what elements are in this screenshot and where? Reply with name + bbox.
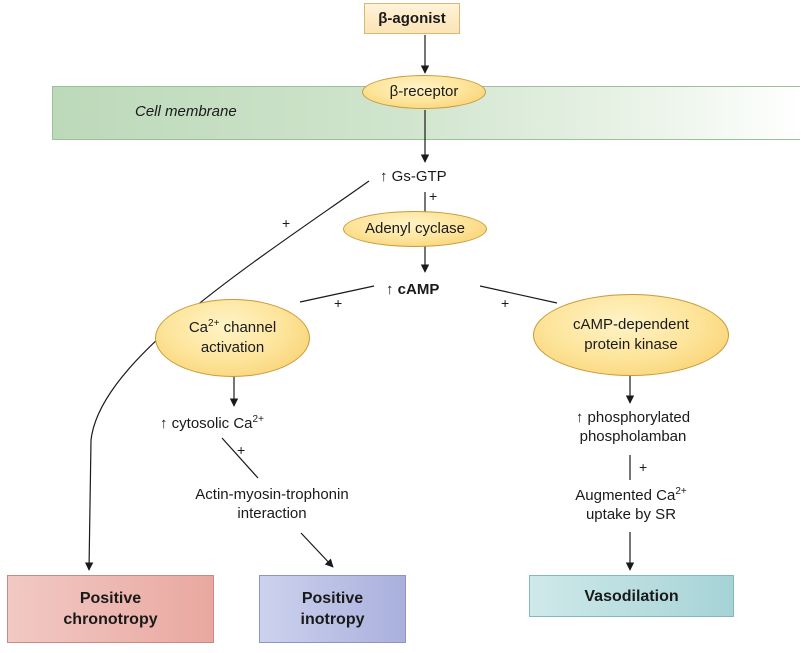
- positive-chronotropy-line1: Positive: [79, 590, 142, 607]
- plus-sign-chronotropy: +: [282, 215, 291, 231]
- augmented-uptake-text: Augmented Ca: [575, 487, 676, 504]
- adenyl-cyclase-node: Adenyl cyclase: [343, 211, 487, 247]
- line-camp-to-ca-channel: [299, 285, 375, 303]
- beta-agonist-box: β-agonist: [364, 3, 460, 34]
- ca-channel-activation-node: Ca2+ channel activation: [155, 299, 310, 377]
- ca-channel-label-text: Ca: [188, 319, 209, 336]
- pka-label: cAMP-dependent protein kinase: [573, 315, 689, 355]
- actin-myosin-line1: Actin-myosin-trophonin: [195, 486, 349, 503]
- adenyl-cyclase-label: Adenyl cyclase: [364, 220, 466, 237]
- beta-receptor-label: β-receptor: [389, 83, 459, 100]
- phospholamban-label: ↑ phosphorylated phospholamban: [560, 408, 706, 446]
- plus-sign-cytosolic: +: [237, 442, 246, 458]
- line-camp-to-pka: [479, 285, 558, 304]
- cytosolic-ca-label: ↑ cytosolic Ca2+: [160, 414, 264, 433]
- plus-sign-pka: +: [501, 295, 510, 311]
- augmented-uptake-superscript: 2+: [675, 486, 687, 497]
- cytosolic-ca-superscript: 2+: [252, 414, 264, 425]
- arrow-actin-to-inotropy: [300, 532, 334, 568]
- plus-sign-adenyl: +: [429, 188, 438, 204]
- phospholamban-line2: phospholamban: [579, 428, 687, 445]
- vasodilation-box: Vasodilation: [529, 575, 734, 617]
- pka-label-line2: protein kinase: [584, 336, 678, 353]
- camp-label: ↑ cAMP: [386, 281, 440, 298]
- beta-agonist-label: β-agonist: [378, 9, 446, 27]
- line-cytosolic-to-actin: [221, 437, 259, 479]
- camp-dependent-protein-kinase-node: cAMP-dependent protein kinase: [533, 294, 729, 376]
- cell-membrane-label: Cell membrane: [135, 103, 237, 120]
- actin-myosin-label: Actin-myosin-trophonin interaction: [186, 485, 358, 523]
- phospholamban-line1: ↑ phosphorylated: [575, 409, 691, 426]
- pka-label-line1: cAMP-dependent: [573, 316, 689, 333]
- positive-inotropy-line1: Positive: [301, 590, 364, 607]
- ca-channel-label-line2: activation: [200, 339, 265, 356]
- ca-channel-label: Ca2+ channel activation: [189, 318, 276, 358]
- augmented-uptake-line2: uptake by SR: [585, 506, 677, 523]
- positive-inotropy-box: Positive inotropy: [259, 575, 406, 643]
- plus-sign-ca-channel: +: [334, 295, 343, 311]
- positive-inotropy-label: Positive inotropy: [301, 588, 365, 630]
- positive-chronotropy-line2: chronotropy: [63, 611, 158, 628]
- ca-channel-superscript: 2+: [208, 318, 220, 329]
- cytosolic-ca-text: ↑ cytosolic Ca: [160, 415, 253, 432]
- gs-gtp-label: ↑ Gs-GTP: [380, 168, 447, 185]
- positive-chronotropy-box: Positive chronotropy: [7, 575, 214, 643]
- augmented-uptake-label: Augmented Ca2+ uptake by SR: [563, 486, 699, 524]
- positive-inotropy-line2: inotropy: [300, 611, 365, 628]
- plus-sign-phospholamban: +: [639, 459, 648, 475]
- vasodilation-label: Vasodilation: [584, 587, 679, 605]
- ca-channel-label-rest: channel: [219, 319, 277, 336]
- positive-chronotropy-label: Positive chronotropy: [63, 588, 157, 630]
- beta-receptor-node: β-receptor: [362, 75, 486, 109]
- actin-myosin-line2: interaction: [237, 505, 307, 522]
